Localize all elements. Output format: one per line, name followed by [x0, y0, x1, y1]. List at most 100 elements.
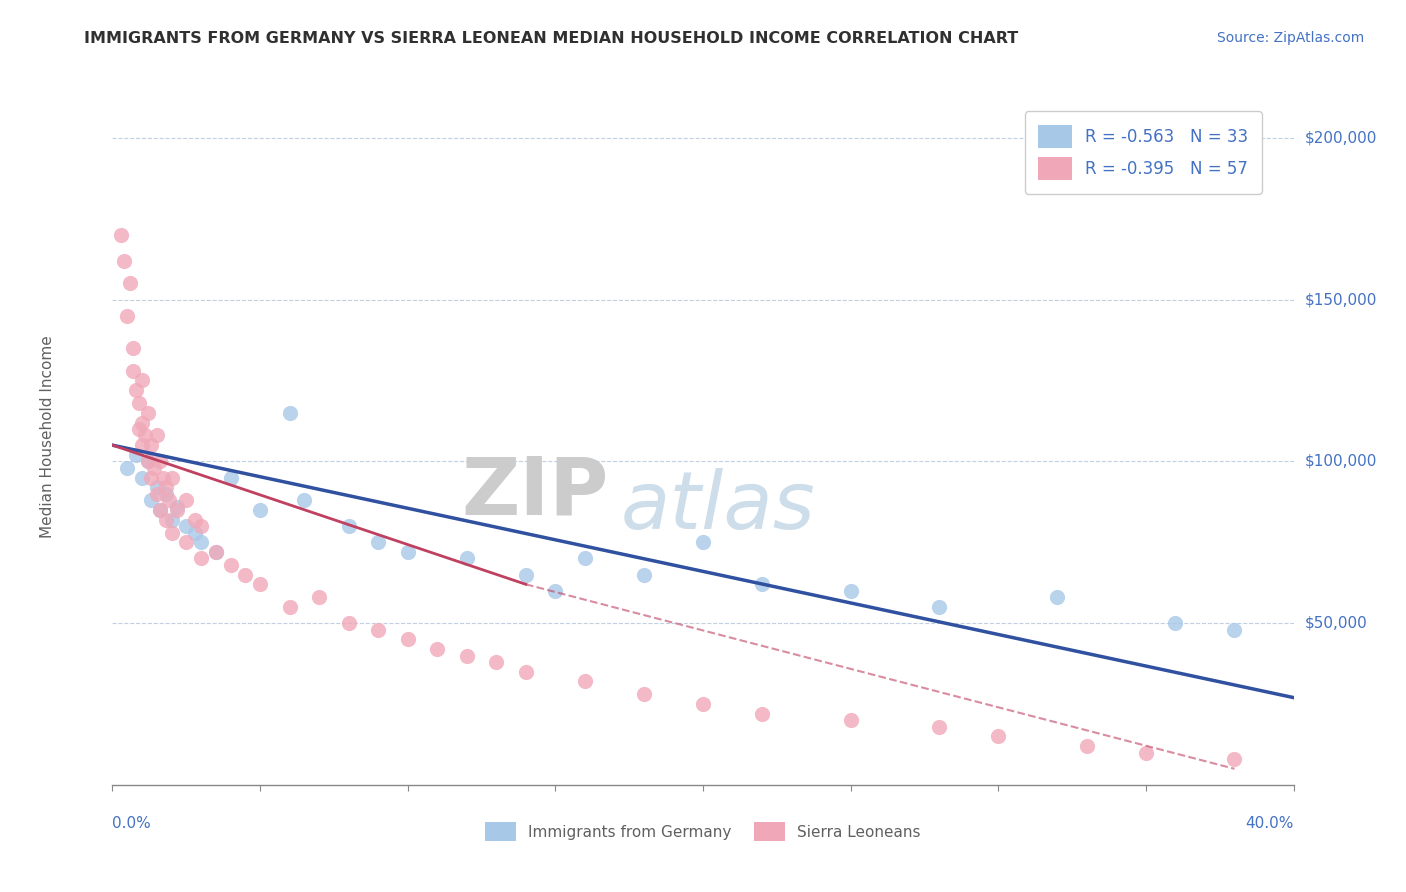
- Point: [205, 545, 228, 559]
- Point: [337, 519, 360, 533]
- Point: [166, 500, 188, 514]
- Point: [292, 493, 315, 508]
- Point: [1223, 752, 1246, 766]
- Point: [125, 448, 148, 462]
- Point: [692, 697, 714, 711]
- Point: [751, 577, 773, 591]
- Point: [367, 623, 389, 637]
- Point: [152, 470, 174, 484]
- Point: [308, 591, 330, 605]
- Point: [160, 525, 183, 540]
- Text: $150,000: $150,000: [1305, 292, 1376, 307]
- Point: [574, 551, 596, 566]
- Point: [249, 577, 271, 591]
- Point: [131, 438, 153, 452]
- Point: [122, 341, 145, 355]
- Point: [117, 309, 138, 323]
- Text: Source: ZipAtlas.com: Source: ZipAtlas.com: [1216, 31, 1364, 45]
- Point: [125, 383, 148, 397]
- Point: [160, 470, 183, 484]
- Point: [574, 674, 596, 689]
- Point: [426, 642, 449, 657]
- Point: [278, 599, 301, 614]
- Text: 40.0%: 40.0%: [1246, 815, 1294, 830]
- Point: [205, 545, 228, 559]
- Legend: Immigrants from Germany, Sierra Leoneans: Immigrants from Germany, Sierra Leoneans: [479, 816, 927, 847]
- Text: ZIP: ZIP: [461, 454, 609, 532]
- Point: [219, 470, 242, 484]
- Point: [633, 687, 655, 701]
- Text: $50,000: $50,000: [1305, 615, 1368, 631]
- Point: [155, 480, 177, 494]
- Point: [155, 486, 177, 500]
- Text: atlas: atlas: [620, 467, 815, 546]
- Point: [1076, 739, 1098, 753]
- Point: [839, 583, 862, 598]
- Text: IMMIGRANTS FROM GERMANY VS SIERRA LEONEAN MEDIAN HOUSEHOLD INCOME CORRELATION CH: IMMIGRANTS FROM GERMANY VS SIERRA LEONEA…: [84, 31, 1018, 46]
- Point: [110, 227, 132, 242]
- Point: [928, 720, 950, 734]
- Point: [751, 706, 773, 721]
- Point: [396, 632, 419, 647]
- Point: [249, 503, 271, 517]
- Point: [146, 428, 169, 442]
- Point: [149, 503, 172, 517]
- Point: [278, 406, 301, 420]
- Point: [155, 513, 177, 527]
- Point: [184, 525, 207, 540]
- Point: [166, 503, 188, 517]
- Point: [515, 665, 537, 679]
- Point: [128, 422, 150, 436]
- Text: 0.0%: 0.0%: [112, 815, 152, 830]
- Point: [190, 551, 212, 566]
- Point: [149, 503, 172, 517]
- Point: [485, 655, 508, 669]
- Point: [839, 713, 862, 727]
- Point: [139, 493, 162, 508]
- Point: [134, 428, 156, 442]
- Point: [142, 460, 165, 475]
- Point: [337, 616, 360, 631]
- Point: [544, 583, 567, 598]
- Point: [396, 545, 419, 559]
- Point: [146, 486, 169, 500]
- Point: [174, 493, 197, 508]
- Point: [1046, 591, 1069, 605]
- Point: [456, 551, 478, 566]
- Point: [131, 416, 153, 430]
- Point: [160, 513, 183, 527]
- Point: [149, 454, 172, 468]
- Point: [928, 599, 950, 614]
- Point: [174, 535, 197, 549]
- Point: [139, 470, 162, 484]
- Point: [633, 567, 655, 582]
- Text: $200,000: $200,000: [1305, 130, 1376, 145]
- Point: [219, 558, 242, 572]
- Point: [190, 535, 212, 549]
- Point: [128, 396, 150, 410]
- Point: [367, 535, 389, 549]
- Point: [456, 648, 478, 663]
- Point: [112, 253, 135, 268]
- Point: [146, 480, 169, 494]
- Point: [131, 374, 153, 388]
- Point: [117, 460, 138, 475]
- Point: [136, 454, 159, 468]
- Point: [1135, 746, 1157, 760]
- Point: [190, 519, 212, 533]
- Text: $100,000: $100,000: [1305, 454, 1376, 469]
- Point: [136, 406, 159, 420]
- Point: [157, 493, 180, 508]
- Point: [987, 730, 1010, 744]
- Point: [1164, 616, 1187, 631]
- Point: [139, 438, 162, 452]
- Text: Median Household Income: Median Household Income: [39, 335, 55, 539]
- Point: [120, 277, 142, 291]
- Point: [184, 513, 207, 527]
- Point: [515, 567, 537, 582]
- Point: [131, 470, 153, 484]
- Point: [122, 364, 145, 378]
- Point: [136, 454, 159, 468]
- Point: [174, 519, 197, 533]
- Point: [233, 567, 256, 582]
